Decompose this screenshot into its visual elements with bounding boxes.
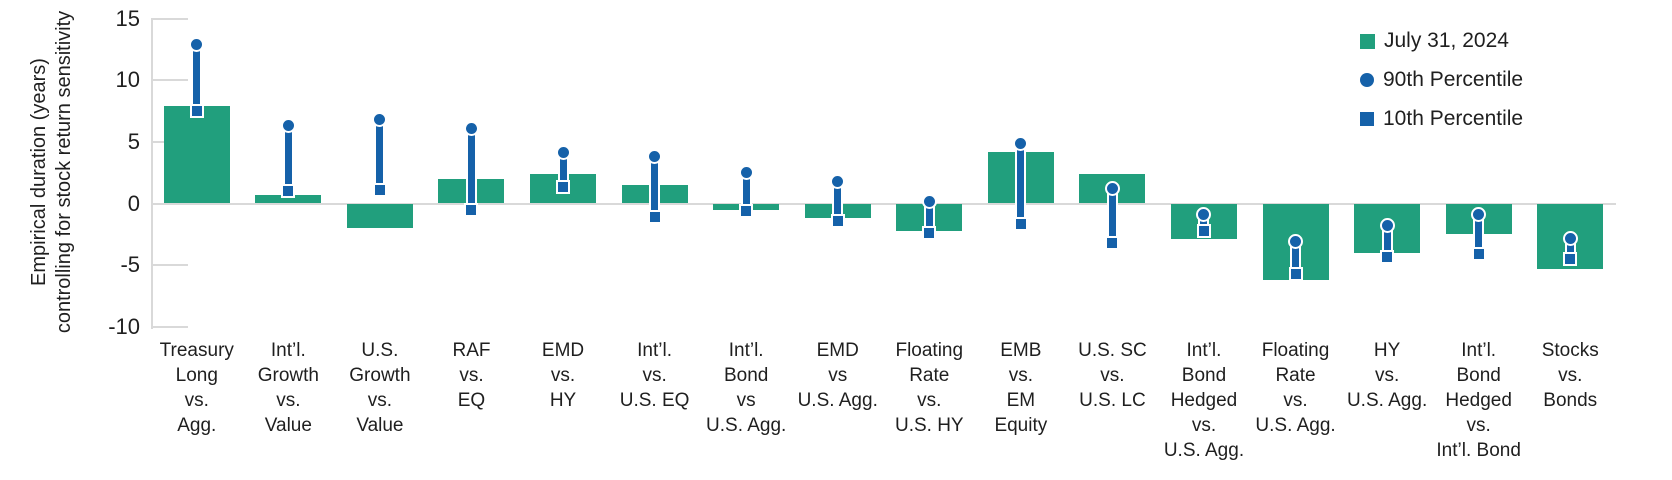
y-axis-tick-label: 0 (127, 190, 140, 216)
p10-marker (1288, 266, 1303, 281)
lollipop-stem (832, 181, 844, 221)
p90-marker (921, 193, 937, 209)
y-axis-tick (151, 264, 188, 267)
lollipop-stem (1381, 225, 1393, 257)
p90-marker (372, 112, 388, 128)
p90-marker (280, 118, 296, 134)
x-axis-label: U.S. SC vs. U.S. LC (1078, 340, 1147, 411)
p10-marker (1013, 217, 1028, 232)
lollipop-stem (557, 152, 569, 188)
p10-marker (647, 210, 662, 225)
p90-marker (738, 165, 754, 181)
p10-marker (1380, 249, 1395, 264)
p10-marker (464, 202, 479, 217)
lollipop-stem (374, 119, 386, 190)
p10-marker (189, 104, 204, 119)
x-axis-label: Stocks vs. Bonds (1541, 340, 1599, 411)
p90-marker (1379, 218, 1395, 234)
lollipop-stem (1015, 143, 1027, 225)
p10-marker (1105, 235, 1120, 250)
bar (163, 106, 230, 204)
y-axis-tick-label: 15 (115, 5, 140, 31)
x-axis-label: Treasury Long vs. Agg. (159, 340, 234, 436)
x-axis-label: HY vs. U.S. Agg. (1346, 340, 1428, 411)
p90-marker (1196, 207, 1212, 223)
x-axis-label: Int’l. Bond Hedged vs. U.S. Agg. (1163, 340, 1245, 461)
lollipop-stem (191, 44, 203, 112)
legend-label-90th-percentile: 90th Percentile (1383, 68, 1524, 91)
p90-marker (555, 145, 571, 161)
p90-marker (1562, 230, 1578, 246)
p90-marker (1013, 135, 1029, 151)
x-axis-label: Int’l. Growth vs. Value (257, 340, 319, 436)
p10-marker (372, 182, 387, 197)
p10-marker (1471, 247, 1486, 262)
y-axis-tick (151, 17, 188, 20)
bar (255, 194, 322, 204)
p90-marker (1104, 181, 1120, 197)
lollipop-stem (1106, 188, 1118, 243)
p90-marker (189, 36, 205, 52)
y-axis-tick-label: -10 (108, 313, 140, 339)
x-axis-label: Floating Rate vs. U.S. Agg. (1255, 340, 1336, 436)
x-axis-label: EMB vs. EM Equity (994, 340, 1048, 436)
p10-marker (739, 203, 754, 218)
y-axis-tick (151, 325, 188, 328)
p90-marker (647, 149, 663, 165)
zero-line (151, 202, 1616, 205)
legend-square-marker-icon (1360, 112, 1374, 126)
lollipop-stem (1564, 238, 1576, 259)
lollipop-stem (282, 125, 294, 192)
y-axis-tick-label: 5 (127, 128, 140, 154)
p10-marker (281, 184, 296, 199)
legend-circle-marker-icon (1360, 73, 1374, 87)
p90-marker (830, 173, 846, 189)
x-axis-label: Int’l. vs. U.S. EQ (619, 340, 690, 411)
legend-bar-swatch-icon (1360, 33, 1375, 49)
x-axis-label: U.S. Growth vs. Value (349, 340, 411, 436)
x-axis-label: EMD vs. HY (541, 340, 585, 411)
x-axis-label: Floating Rate vs. U.S. HY (894, 340, 964, 436)
p10-marker (1196, 223, 1211, 238)
legend-label-10th-percentile: 10th Percentile (1383, 107, 1524, 130)
lollipop-stem (1290, 241, 1302, 274)
legend-item-current: July 31, 2024 (1360, 28, 1523, 54)
y-axis-line (151, 18, 153, 329)
y-axis-tick-label: 10 (115, 67, 140, 93)
x-axis-label: Int’l. Bond Hedged vs. Int’l. Bond (1436, 340, 1521, 461)
legend-item-90th-percentile: 90th Percentile (1360, 67, 1523, 93)
lollipop-stem (465, 128, 477, 210)
lollipop-stem (1198, 214, 1210, 231)
y-axis-tick-label: -5 (120, 252, 140, 278)
lollipop-stem (649, 156, 661, 218)
lollipop-stem (923, 201, 935, 234)
legend: July 31, 2024 90th Percentile 10th Perce… (1360, 28, 1523, 132)
p90-marker (1471, 207, 1487, 223)
legend-item-10th-percentile: 10th Percentile (1360, 106, 1523, 132)
p90-marker (1288, 234, 1304, 250)
bar (346, 203, 413, 229)
lollipop-stem (1473, 214, 1485, 255)
x-axis-label: EMD vs U.S. Agg. (797, 340, 878, 411)
x-axis-label: Int’l. Bond vs U.S. Agg. (706, 340, 787, 436)
p10-marker (556, 180, 571, 195)
p10-marker (922, 226, 937, 241)
x-axis-label: RAF vs. EQ (452, 340, 491, 411)
p10-marker (830, 213, 845, 228)
y-axis-tick (151, 79, 188, 82)
p10-marker (1563, 251, 1578, 266)
p90-marker (463, 120, 479, 136)
lollipop-stem (740, 172, 752, 211)
legend-label-current: July 31, 2024 (1384, 29, 1509, 52)
